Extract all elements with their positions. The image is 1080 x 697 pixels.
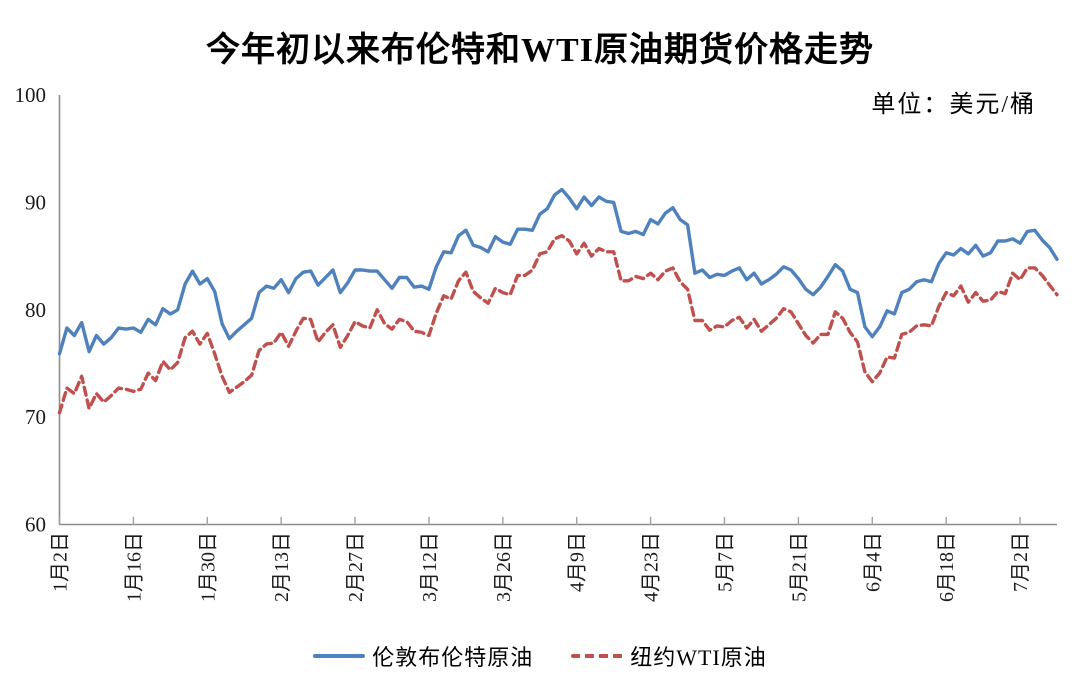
wti-price-line	[57, 233, 1059, 415]
x-tick-label: 6月18日	[936, 532, 958, 602]
x-tick-label: 5月7日	[715, 532, 737, 592]
x-tick-label: 4月9日	[567, 532, 589, 592]
x-tick-label: 5月21日	[788, 532, 810, 602]
legend-item-brent: 伦敦布伦特原油	[313, 640, 533, 672]
y-tick-label: 60	[25, 513, 46, 537]
x-tick-label: 2月13日	[271, 532, 293, 602]
brent-price-line	[57, 187, 1059, 356]
x-tick-label: 4月23日	[641, 532, 663, 602]
x-tick-label: 1月16日	[123, 532, 145, 602]
legend: 伦敦布伦特原油 纽约WTI原油	[0, 640, 1080, 672]
x-tick-label: 7月2日	[1010, 532, 1032, 592]
legend-item-wti: 纽约WTI原油	[571, 640, 767, 672]
legend-label-brent: 伦敦布伦特原油	[372, 645, 534, 670]
unit-label: 单位：美元/桶	[871, 92, 1036, 118]
brent-line-swatch	[313, 654, 366, 658]
y-tick-label: 100	[15, 83, 47, 107]
y-tick-label: 90	[25, 190, 46, 214]
x-tick-label: 1月30日	[197, 532, 219, 602]
y-tick-label: 80	[25, 298, 46, 322]
x-tick-label: 6月4日	[862, 532, 884, 592]
x-tick-label: 3月26日	[493, 532, 515, 602]
x-tick-label: 3月12日	[419, 532, 441, 602]
wti-dashed-line-swatch	[571, 654, 624, 658]
y-tick-label: 70	[25, 405, 46, 429]
legend-label-wti: 纽约WTI原油	[630, 645, 767, 670]
x-tick-label: 2月27日	[345, 532, 367, 602]
x-tick-label: 1月2日	[50, 532, 72, 592]
chart-title: 今年初以来布伦特和WTI原油期货价格走势	[206, 32, 874, 69]
